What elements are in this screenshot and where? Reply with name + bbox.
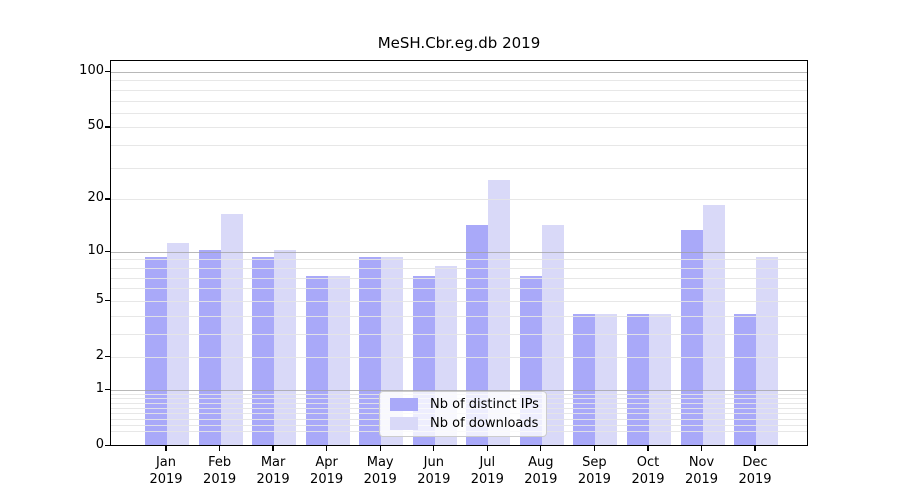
x-tick-mark	[700, 446, 703, 451]
legend-swatch-distinct-ips	[390, 398, 418, 411]
y-tick-label: 2	[95, 348, 104, 363]
bar-distinct-ips-dec	[734, 313, 756, 445]
gridline-major	[111, 389, 807, 391]
y-tick-mark	[105, 250, 110, 253]
y-tick-mark	[105, 198, 110, 200]
gridline-minor	[111, 357, 807, 358]
x-tick-mark	[379, 446, 381, 451]
x-tick-label-nov: Nov 2019	[684, 455, 719, 487]
x-tick-label-jun: Jun 2019	[417, 455, 451, 487]
legend: Nb of distinct IPs Nb of downloads	[379, 391, 547, 437]
x-tick-label-apr: Apr 2019	[310, 455, 344, 487]
legend-label-downloads: Nb of downloads	[430, 416, 539, 431]
bar-distinct-ips-sep	[573, 313, 596, 445]
y-tick-label: 5	[95, 291, 104, 307]
y-tick-label: 0	[95, 437, 104, 452]
chart-title: MeSH.Cbr.eg.db 2019	[377, 34, 541, 52]
gridline-minor	[111, 100, 807, 102]
bar-downloads-nov	[702, 205, 725, 445]
y-tick-mark	[105, 71, 110, 73]
x-tick-label-jan: Jan 2019	[149, 455, 183, 487]
bar-distinct-ips-mar	[252, 257, 275, 445]
x-tick-mark	[433, 446, 435, 451]
x-tick-mark	[218, 446, 221, 451]
x-tick-label-feb: Feb 2019	[203, 455, 237, 487]
x-tick-mark	[647, 446, 649, 451]
y-tick-mark	[105, 356, 110, 358]
gridlines-layer	[111, 61, 807, 445]
bar-distinct-ips-jan	[145, 257, 167, 445]
x-tick-label-may: May 2019	[363, 455, 397, 487]
y-tick-mark	[105, 126, 110, 128]
gridline-minor	[111, 288, 807, 290]
x-tick-label-mar: Mar 2019	[256, 455, 290, 487]
y-tick-label: 20	[87, 190, 104, 206]
bar-downloads-feb	[220, 214, 243, 445]
bar-distinct-ips-may	[359, 257, 382, 445]
x-tick-label-jul: Jul 2019	[470, 455, 504, 487]
gridline-minor	[111, 277, 807, 279]
y-tick-label: 10	[87, 242, 104, 258]
gridline-minor	[111, 259, 807, 261]
bar-downloads-sep	[595, 313, 618, 445]
gridline-major	[111, 251, 807, 253]
gridline-minor	[111, 333, 807, 335]
gridline-minor	[111, 112, 807, 114]
x-tick-mark	[272, 446, 274, 451]
legend-swatch-downloads	[390, 417, 418, 430]
plot-area: Nb of distinct IPs Nb of downloads	[110, 60, 808, 446]
gridline-minor	[111, 267, 807, 269]
gridline-major	[111, 72, 807, 73]
y-tick-mark	[105, 299, 110, 302]
gridline-minor	[111, 80, 807, 82]
x-tick-mark	[754, 446, 756, 451]
x-tick-mark	[165, 446, 167, 451]
y-tick-mark	[105, 445, 110, 447]
y-tick-label: 50	[87, 118, 104, 134]
y-tick-label: 100	[79, 63, 104, 78]
bar-downloads-oct	[649, 313, 671, 445]
x-tick-mark	[593, 446, 596, 451]
bar-distinct-ips-feb	[198, 249, 221, 445]
bar-distinct-ips-nov	[680, 230, 703, 445]
y-tick-mark	[105, 388, 110, 391]
bar-distinct-ips-apr	[305, 275, 328, 445]
gridline-minor	[111, 315, 807, 317]
bar-distinct-ips-oct	[627, 313, 649, 445]
gridline-minor	[111, 199, 807, 201]
x-tick-label-oct: Oct 2019	[631, 455, 665, 487]
x-tick-mark	[540, 446, 542, 451]
x-tick-label-aug: Aug 2019	[524, 455, 558, 487]
bar-downloads-dec	[756, 257, 778, 445]
x-tick-mark	[486, 446, 488, 451]
legend-label-distinct-ips: Nb of distinct IPs	[430, 397, 539, 412]
gridline-minor	[111, 167, 807, 169]
legend-item-downloads: Nb of downloads	[390, 416, 539, 431]
x-tick-label-sep: Sep 2019	[577, 455, 611, 487]
gridline-minor	[111, 300, 807, 302]
gridline-minor	[111, 145, 807, 147]
bar-downloads-apr	[327, 275, 350, 445]
gridline-minor	[111, 89, 807, 91]
x-tick-mark	[325, 446, 328, 451]
gridline-minor	[111, 127, 807, 129]
y-tick-label: 1	[95, 380, 104, 396]
bar-downloads-jul	[488, 180, 511, 445]
x-tick-label-dec: Dec 2019	[738, 455, 772, 487]
legend-item-distinct-ips: Nb of distinct IPs	[390, 397, 539, 412]
bar-downloads-mar	[274, 249, 297, 445]
